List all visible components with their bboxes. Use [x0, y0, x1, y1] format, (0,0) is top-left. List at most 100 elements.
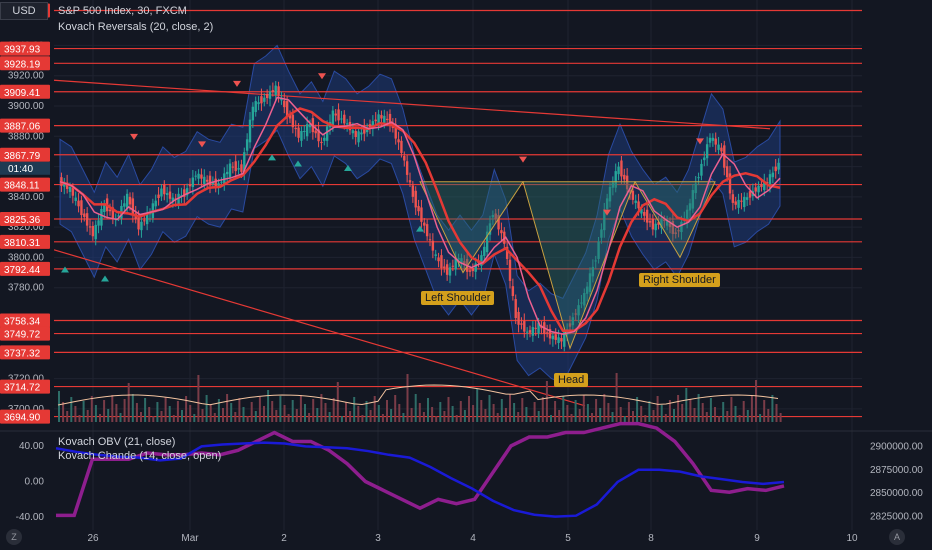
chande-title: Kovach Chande (14, close, open)	[58, 450, 222, 462]
candle-body	[585, 286, 589, 294]
volume-bar	[353, 397, 356, 422]
volume-bar	[648, 401, 651, 422]
volume-bar	[775, 404, 778, 422]
volume-bar	[525, 407, 528, 422]
volume-bar	[127, 383, 130, 422]
candle-body	[65, 182, 69, 189]
candle-body	[205, 179, 209, 182]
candle-body	[271, 90, 275, 92]
time-axis[interactable]: 26 Mar 2 3 4 5 8 9 10	[87, 533, 858, 544]
volume-bar	[340, 416, 343, 422]
time-tick-label: 26	[87, 533, 99, 544]
volume-bar	[623, 416, 626, 422]
volume-bar	[439, 402, 442, 422]
candle-body	[371, 121, 375, 129]
volume-bar	[611, 412, 614, 422]
candle-body	[348, 121, 352, 131]
candle-body	[557, 337, 560, 343]
volume-bar	[103, 400, 106, 422]
candle-body	[723, 145, 726, 168]
candle-body	[228, 163, 232, 178]
volume-bar	[656, 396, 659, 422]
candle-body	[191, 177, 195, 188]
volume-bar	[140, 412, 142, 422]
volume-bar	[193, 414, 196, 422]
reversal-down-marker	[233, 80, 241, 87]
price-axis[interactable]: 3700.00 3720.00 3780.00 3800.00 3820.00 3840.…	[0, 0, 54, 424]
indicator-pane: -40.00 0.00 40.00 2825000.00 2850000.00 28750…	[0, 421, 932, 523]
candle-body	[80, 200, 83, 216]
candle-body	[103, 204, 106, 212]
volume-bar	[398, 404, 401, 422]
candle-body	[651, 218, 655, 230]
candle-body	[248, 119, 252, 143]
volume-bar	[558, 410, 561, 422]
volume-bar	[201, 409, 204, 422]
volume-bar	[361, 415, 364, 422]
candle-body	[654, 223, 657, 231]
volume-bar	[304, 404, 306, 422]
candle-body	[463, 261, 466, 265]
candle-body	[580, 302, 583, 304]
price-tag-label: 3825.36	[4, 215, 41, 226]
volume-bar	[750, 396, 753, 422]
volume-bar	[349, 411, 352, 422]
candle-body	[257, 102, 260, 105]
candle-body	[571, 317, 575, 326]
candle-body	[357, 131, 360, 143]
candle-body	[354, 130, 357, 138]
candle-body	[420, 207, 423, 222]
volume-bar	[271, 401, 274, 422]
volume-bar	[172, 415, 175, 422]
volume-bar	[607, 403, 610, 422]
price-tag	[0, 326, 50, 341]
candle-body	[254, 101, 257, 113]
volume-bar	[332, 398, 335, 422]
z-button[interactable]: Z	[6, 529, 22, 545]
head-shape	[522, 181, 636, 350]
price-tick-label: 3840.00	[8, 192, 45, 203]
candle-body	[597, 241, 600, 259]
candle-body	[308, 124, 312, 128]
price-tag	[0, 313, 50, 328]
a-button[interactable]: A	[889, 529, 905, 545]
candle-body	[168, 191, 172, 199]
candle-body	[314, 130, 317, 134]
candle-body	[491, 215, 495, 218]
candle-body	[400, 140, 403, 153]
candle-body	[165, 193, 169, 195]
price-tag	[0, 409, 50, 424]
candle-body	[697, 177, 700, 179]
currency-badge[interactable]: USD	[0, 2, 48, 20]
price-tag-label: 3694.90	[4, 413, 41, 424]
candle-body	[383, 115, 386, 124]
volume-bar	[287, 414, 290, 422]
volume-bar	[148, 407, 151, 422]
price-tick-label: 3800.00	[8, 252, 45, 263]
volume-bar	[541, 397, 544, 422]
candle-body	[85, 213, 89, 226]
reversal-up-marker	[101, 275, 109, 282]
ma-slow-line	[59, 107, 781, 332]
candle-body	[774, 166, 777, 172]
candle-body	[125, 193, 129, 209]
volume-bar	[517, 412, 520, 422]
candle-body	[123, 203, 126, 207]
volume-bar	[652, 410, 655, 422]
candle-body	[365, 127, 369, 133]
volume-bar	[258, 397, 261, 422]
candle-body	[605, 198, 609, 209]
volume-bar	[533, 402, 536, 422]
volume-bar	[480, 400, 483, 422]
candle-body	[108, 209, 112, 212]
volume-bar	[115, 404, 118, 422]
volume-bar	[254, 411, 257, 422]
candle-body	[748, 191, 752, 198]
candle-body	[663, 219, 666, 221]
price-tag-label: 3887.06	[4, 122, 41, 133]
volume-bar	[521, 398, 524, 422]
candle-body	[268, 91, 272, 99]
volume-bar	[62, 402, 65, 422]
candle-body	[160, 188, 163, 197]
